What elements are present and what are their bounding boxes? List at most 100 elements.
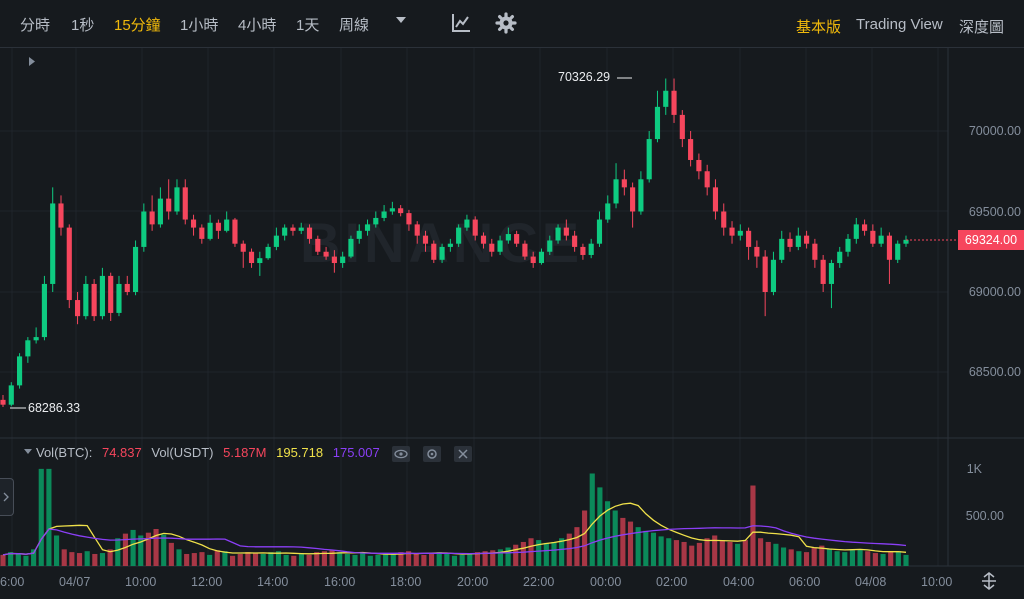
candle-body — [563, 227, 569, 236]
volume-bar — [413, 553, 419, 566]
candle-body — [215, 222, 221, 231]
candle-body — [315, 238, 321, 252]
volume-bar — [849, 550, 856, 566]
candle-body — [886, 235, 892, 260]
volume-bar — [566, 533, 572, 566]
candle-body — [331, 256, 337, 264]
candle-body — [696, 159, 702, 172]
timeframe-1d[interactable]: 1天 — [296, 17, 320, 34]
view-basic-tab[interactable]: 基本版 — [796, 19, 842, 36]
candle-body — [456, 227, 462, 244]
volume-bar — [145, 532, 151, 566]
volume-bar — [92, 553, 98, 566]
candle-body — [812, 243, 818, 260]
sidebar-collapse-handle[interactable] — [0, 478, 14, 516]
timeframe-15m[interactable]: 15分鐘 — [114, 17, 161, 34]
volume-bar — [536, 540, 542, 566]
view-depth-tab[interactable]: 深度圖 — [959, 19, 1005, 36]
timeframe-4h[interactable]: 4小時 — [238, 17, 277, 34]
volume-bar — [666, 538, 672, 566]
volume-bar — [306, 554, 312, 566]
volume-bar — [582, 510, 588, 566]
volume-bar — [597, 487, 603, 566]
candle-body — [746, 230, 752, 247]
candlestick-chart[interactable] — [0, 48, 1024, 599]
candle-body — [17, 356, 23, 386]
candle-body — [149, 211, 155, 225]
timeframe-line[interactable]: 分時 — [20, 17, 51, 34]
price-axis-label: 69500.00 — [968, 205, 1021, 219]
volume-bar — [184, 553, 190, 566]
volume-bar — [520, 541, 526, 566]
volume-bar — [252, 553, 259, 566]
view-tradingview-tab[interactable]: Trading View — [856, 16, 943, 33]
volume-bar — [230, 555, 236, 566]
volume-bar — [314, 552, 320, 566]
candle-body — [845, 238, 851, 252]
visibility-eye-icon[interactable] — [392, 445, 411, 462]
candle-body — [580, 246, 586, 255]
volume-bar — [681, 541, 687, 566]
volume-bar — [811, 547, 817, 566]
candle-body — [373, 217, 379, 225]
last-price-badge: 69324.00 — [958, 230, 1024, 250]
candle-body — [588, 243, 594, 255]
volume-bar — [842, 552, 848, 566]
volume-bar — [719, 540, 725, 566]
volume-bar — [735, 543, 741, 566]
candle-body — [74, 300, 81, 317]
candle-body — [605, 203, 611, 220]
volume-bar — [360, 553, 366, 566]
volume-bar — [428, 553, 435, 566]
volume-bar — [758, 538, 764, 566]
settings-gear-icon[interactable] — [422, 445, 441, 462]
volume-bar — [99, 553, 106, 566]
volume-bar — [643, 530, 649, 566]
volume-bar — [275, 551, 282, 566]
volume-bar — [650, 532, 657, 566]
candle-body — [721, 211, 727, 228]
timeframe-1s[interactable]: 1秒 — [71, 17, 95, 34]
candle-body — [0, 399, 6, 405]
volume-bar — [168, 542, 174, 566]
volume-legend-collapse-icon[interactable] — [24, 449, 32, 454]
candle-body — [66, 227, 72, 301]
indicator-chart-icon[interactable] — [450, 12, 472, 34]
volume-bar — [467, 553, 473, 566]
legend-expand-icon[interactable] — [28, 57, 36, 66]
settings-gear-icon[interactable] — [495, 12, 517, 34]
volume-bar — [421, 554, 427, 566]
candle-body — [25, 340, 31, 357]
candle-body — [248, 251, 255, 264]
more-timeframes-chevron-down-icon[interactable] — [396, 17, 406, 23]
candle-body — [356, 230, 362, 239]
candle-body — [679, 114, 685, 140]
candle-body — [646, 139, 652, 180]
volume-bar — [826, 549, 833, 566]
volume-axis-label: 500.00 — [965, 509, 1004, 523]
volume-bar — [589, 473, 595, 566]
volume-bar — [497, 549, 503, 566]
volume-bar — [696, 542, 702, 566]
candle-body — [853, 224, 859, 239]
candle-body — [837, 251, 843, 264]
volume-bar — [367, 555, 373, 566]
timeframe-1h[interactable]: 1小時 — [180, 17, 219, 34]
volume-bar — [291, 555, 297, 566]
candle-body — [903, 239, 909, 244]
auto-scale-icon[interactable] — [980, 572, 998, 590]
volume-bar — [727, 541, 733, 566]
candle-body — [770, 259, 777, 292]
candle-body — [182, 187, 188, 220]
candle-body — [804, 235, 810, 244]
volume-bar — [329, 550, 335, 566]
volume-legend: Vol(BTC): 74.837 Vol(USDT) 5.187M 195.71… — [24, 445, 478, 463]
volume-bar — [352, 554, 358, 566]
timeframe-1w[interactable]: 周線 — [339, 17, 370, 34]
candle-body — [779, 238, 785, 260]
volume-bar — [803, 552, 810, 566]
candle-body — [464, 219, 470, 228]
close-icon[interactable] — [453, 445, 472, 462]
candle-body — [754, 246, 760, 257]
time-axis-label: 16:00 — [324, 575, 356, 589]
